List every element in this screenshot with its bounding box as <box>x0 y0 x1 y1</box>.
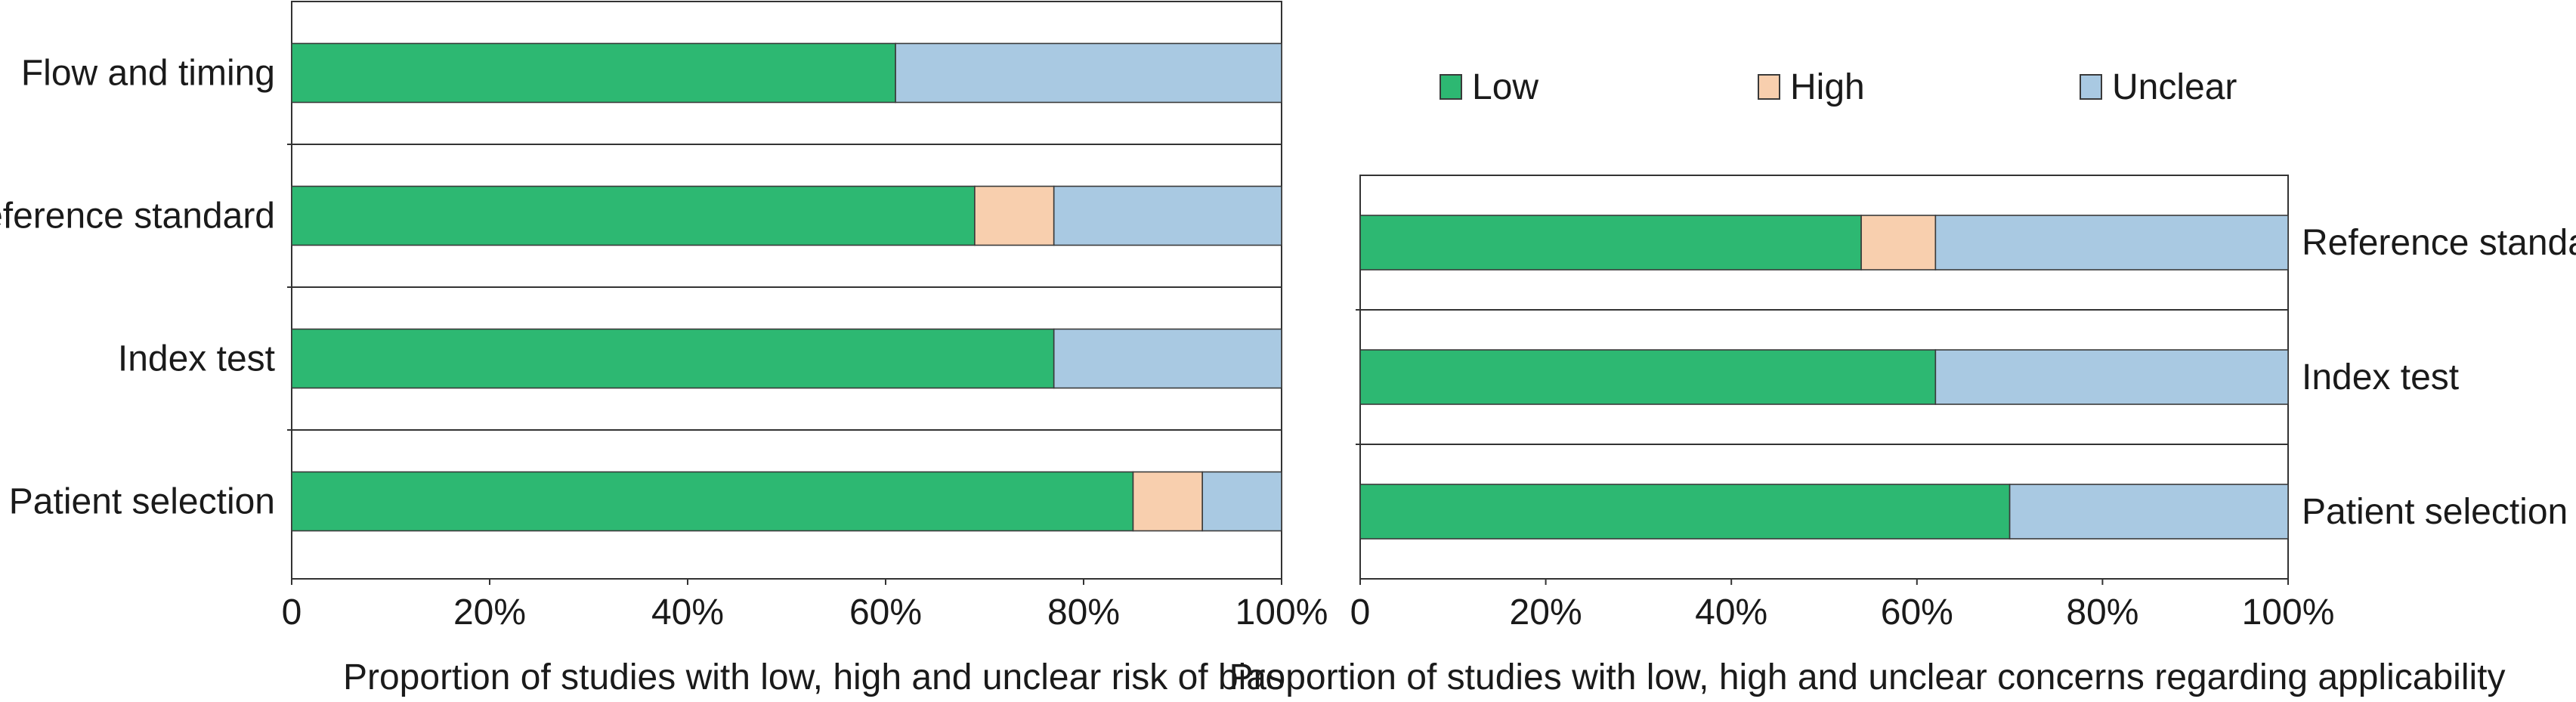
risk-of-bias-x-tick-label: 20% <box>453 592 526 632</box>
category-label-patient-selection: Patient selection <box>9 482 275 522</box>
bar-segment-low-flow-and-timing <box>291 42 896 104</box>
applicability-x-axis-label: Proportion of studies with low, high and… <box>1229 657 2506 697</box>
bar-segment-unclear-reference-standard <box>1053 185 1282 246</box>
bar-segment-low-reference-standard <box>1359 215 1862 271</box>
legend-swatch-low <box>1440 74 1462 100</box>
applicability-x-tick-label: 40% <box>1695 592 1767 632</box>
category-label-reference-standard: Reference standard <box>2302 223 2576 263</box>
risk-of-bias-chart: Flow and timing Reference standard Index t… <box>0 1 1328 697</box>
bar-segment-high-reference-standard <box>1860 215 1937 271</box>
bar-segment-unclear-patient-selection <box>1201 471 1282 532</box>
applicability-concerns-chart: Reference standard Index test Patient sele… <box>1229 175 2576 697</box>
category-label-index-test: Index test <box>2302 357 2459 397</box>
risk-of-bias-x-tick-label: 60% <box>849 592 922 632</box>
risk-of-bias-x-axis-label: Proportion of studies with low, high and… <box>343 657 1285 697</box>
bar-segment-low-index-test <box>291 328 1055 389</box>
legend-label-low: Low <box>1472 67 1538 107</box>
category-label-patient-selection: Patient selection <box>2302 492 2568 532</box>
bar-segment-high-reference-standard <box>974 185 1055 246</box>
bar-segment-low-patient-selection <box>291 471 1134 532</box>
risk-of-bias-x-tick-label: 80% <box>1047 592 1120 632</box>
legend: Low High Unclear <box>1440 67 2237 107</box>
risk-of-bias-plot-frame <box>291 1 1282 580</box>
legend-label-unclear: Unclear <box>2112 67 2237 107</box>
applicability-x-tick-label: 100% <box>2242 592 2335 632</box>
category-label-flow-and-timing: Flow and timing <box>21 54 275 94</box>
risk-of-bias-x-tick-label: 100% <box>1235 592 1328 632</box>
legend-swatch-high <box>1758 74 1780 100</box>
category-label-reference-standard: Reference standard <box>0 196 275 237</box>
bar-segment-unclear-index-test <box>1934 349 2289 405</box>
applicability-x-tick-label: 60% <box>1881 592 1953 632</box>
bar-segment-low-index-test <box>1359 349 1937 405</box>
bar-segment-high-patient-selection <box>1132 471 1203 532</box>
bar-segment-low-reference-standard <box>291 185 976 246</box>
legend-label-high: High <box>1790 67 1865 107</box>
risk-of-bias-x-tick-label: 0 <box>282 592 302 632</box>
legend-swatch-unclear <box>2080 74 2102 100</box>
applicability-x-tick-label: 80% <box>2066 592 2138 632</box>
bar-segment-unclear-index-test <box>1053 328 1282 389</box>
applicability-x-tick-label: 20% <box>1510 592 1582 632</box>
bar-segment-unclear-flow-and-timing <box>895 42 1282 104</box>
applicability-x-tick-label: 0 <box>1350 592 1371 632</box>
bar-segment-unclear-reference-standard <box>1934 215 2289 271</box>
bar-segment-low-patient-selection <box>1359 484 2011 540</box>
category-label-index-test: Index test <box>118 339 275 379</box>
risk-of-bias-x-tick-label: 40% <box>651 592 724 632</box>
bar-segment-unclear-patient-selection <box>2009 484 2289 540</box>
